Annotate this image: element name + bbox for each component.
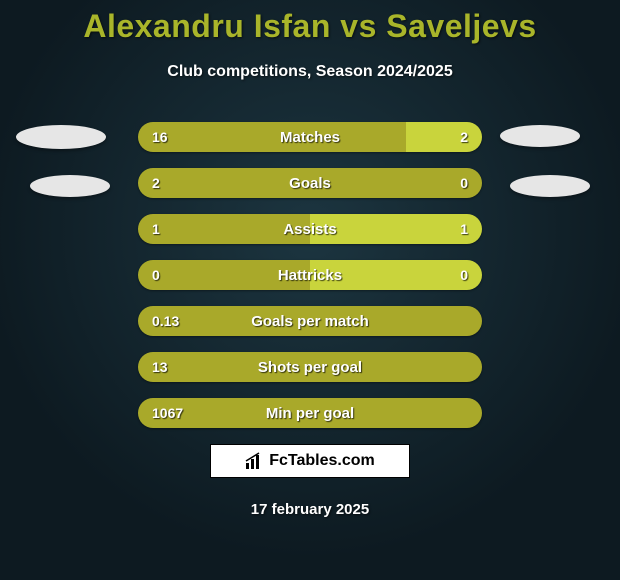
subtitle: Club competitions, Season 2024/2025 bbox=[0, 63, 620, 81]
stat-label: Goals bbox=[138, 168, 482, 198]
stat-label: Goals per match bbox=[138, 306, 482, 336]
stat-row: 1067Min per goal bbox=[138, 398, 482, 428]
stat-row: 20Goals bbox=[138, 168, 482, 198]
page-title: Alexandru Isfan vs Saveljevs bbox=[0, 8, 620, 45]
stat-row: 162Matches bbox=[138, 122, 482, 152]
stat-label: Hattricks bbox=[138, 260, 482, 290]
bar-chart-icon bbox=[245, 452, 265, 470]
stat-row: 0.13Goals per match bbox=[138, 306, 482, 336]
player-right-badge-2 bbox=[510, 175, 590, 197]
stat-label: Matches bbox=[138, 122, 482, 152]
source-logo-box: FcTables.com bbox=[210, 444, 410, 478]
stats-bars: 162Matches 20Goals 11Assists 00Hattricks 0.1… bbox=[138, 122, 482, 444]
stat-row: 13Shots per goal bbox=[138, 352, 482, 382]
player-left-badge-1 bbox=[16, 125, 106, 149]
stat-label: Assists bbox=[138, 214, 482, 244]
stat-label: Min per goal bbox=[138, 398, 482, 428]
player-right-badge-1 bbox=[500, 125, 580, 147]
stat-row: 11Assists bbox=[138, 214, 482, 244]
source-logo-text: FcTables.com bbox=[269, 452, 375, 470]
player-left-badge-2 bbox=[30, 175, 110, 197]
date-label: 17 february 2025 bbox=[0, 501, 620, 518]
stat-label: Shots per goal bbox=[138, 352, 482, 382]
stat-row: 00Hattricks bbox=[138, 260, 482, 290]
